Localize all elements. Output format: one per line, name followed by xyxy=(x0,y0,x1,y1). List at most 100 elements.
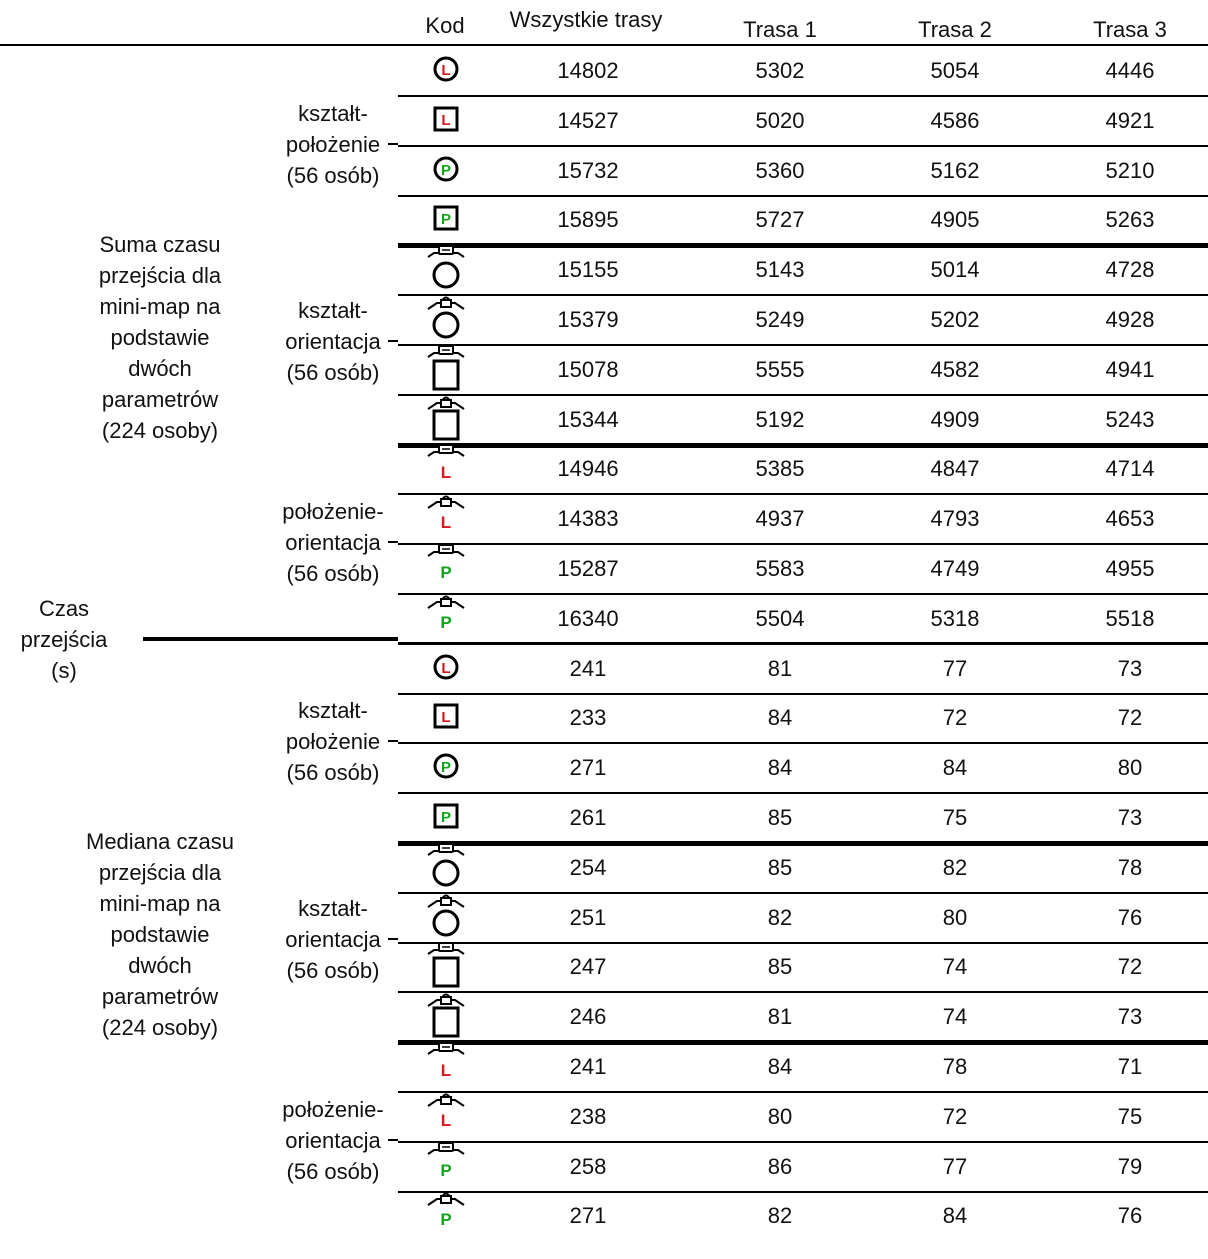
table-row: P 15895 5727 4905 5263 xyxy=(398,195,1208,248)
value-route-1: 5727 xyxy=(755,207,805,232)
code-icon: P xyxy=(418,1191,474,1241)
value-route-2: 84 xyxy=(942,755,968,780)
group-label: kształt-orientacja (56 osób) xyxy=(285,298,381,385)
header-kod: Kod xyxy=(425,13,465,38)
value-route-1: 5143 xyxy=(755,257,805,282)
table-row: L 14383 4937 4793 4653 xyxy=(398,494,1208,545)
value-all-routes: 247 xyxy=(569,954,607,979)
axis-divider xyxy=(143,637,398,641)
table-row: L 14946 5385 4847 4714 xyxy=(398,444,1208,495)
table-row: 15078 5555 4582 4941 xyxy=(398,345,1208,396)
section-label: Suma czasu przejścia dla mini-map na podsta… xyxy=(98,232,222,443)
row-divider xyxy=(398,642,1208,645)
group-divider xyxy=(388,143,398,145)
row-divider xyxy=(398,742,1208,744)
value-all-routes: 15895 xyxy=(557,207,619,232)
results-table: Kod Wszystkie trasy Trasa 1 Trasa 2 Tras… xyxy=(0,7,1208,1229)
value-route-1: 85 xyxy=(767,954,793,979)
code-icon xyxy=(418,245,474,295)
value-all-routes: 251 xyxy=(569,905,607,930)
code-icon: L xyxy=(418,693,474,743)
row-divider xyxy=(398,294,1208,296)
row-divider xyxy=(398,1191,1208,1193)
value-route-3: 5263 xyxy=(1105,207,1155,232)
value-route-1: 5020 xyxy=(755,108,805,133)
code-icon xyxy=(418,843,474,893)
row-divider xyxy=(398,892,1208,894)
row-divider xyxy=(398,792,1208,794)
value-route-1: 5249 xyxy=(755,307,805,332)
svg-text:P: P xyxy=(440,1161,451,1180)
value-route-3: 4714 xyxy=(1105,456,1155,481)
value-all-routes: 261 xyxy=(569,805,607,830)
row-divider xyxy=(398,443,1208,448)
value-all-routes: 238 xyxy=(569,1104,607,1129)
value-all-routes: 15078 xyxy=(557,357,619,382)
value-route-3: 73 xyxy=(1117,805,1143,830)
value-route-3: 5243 xyxy=(1105,407,1155,432)
value-route-2: 5014 xyxy=(930,257,980,282)
value-route-1: 81 xyxy=(767,656,793,681)
value-route-1: 85 xyxy=(767,805,793,830)
value-route-2: 4749 xyxy=(930,556,980,581)
group-divider xyxy=(388,938,398,940)
table-row: 247 85 74 72 xyxy=(398,942,1208,993)
value-route-3: 4446 xyxy=(1105,58,1155,83)
table-row: 15344 5192 4909 5243 xyxy=(398,395,1208,448)
code-icon: P xyxy=(418,793,474,843)
code-icon xyxy=(418,345,474,395)
table-row: P 261 85 75 73 xyxy=(398,793,1208,846)
table-row: L 241 84 78 71 xyxy=(398,1042,1208,1093)
value-route-2: 72 xyxy=(942,705,968,730)
code-icon: P xyxy=(418,146,474,196)
value-route-2: 4586 xyxy=(930,108,980,133)
value-route-2: 5202 xyxy=(930,307,980,332)
code-icon: P xyxy=(418,743,474,793)
value-route-3: 4728 xyxy=(1105,257,1155,282)
value-route-1: 5192 xyxy=(755,407,805,432)
code-icon: L xyxy=(418,644,474,694)
svg-text:P: P xyxy=(440,613,451,632)
group-label: kształt-położenie (56 osób) xyxy=(285,101,381,188)
svg-text:L: L xyxy=(441,660,450,677)
value-route-2: 78 xyxy=(942,1054,968,1079)
value-route-1: 81 xyxy=(767,1004,793,1029)
svg-text:L: L xyxy=(441,513,451,532)
value-route-2: 82 xyxy=(942,855,968,880)
value-route-3: 5210 xyxy=(1105,158,1155,183)
value-route-3: 78 xyxy=(1117,855,1143,880)
table-row: P 16340 5504 5318 5518 xyxy=(398,594,1208,645)
value-route-2: 4909 xyxy=(930,407,980,432)
row-divider xyxy=(398,693,1208,695)
code-icon: P xyxy=(418,195,474,245)
row-divider xyxy=(398,543,1208,545)
value-all-routes: 15732 xyxy=(557,158,619,183)
group-divider xyxy=(388,1139,398,1141)
value-all-routes: 254 xyxy=(569,855,607,880)
value-route-3: 4955 xyxy=(1105,556,1155,581)
value-route-3: 4928 xyxy=(1105,307,1155,332)
header-all-routes: Wszystkie trasy xyxy=(509,7,663,32)
header-route-3: Trasa 3 xyxy=(1093,17,1167,42)
code-icon: P xyxy=(418,594,474,644)
value-all-routes: 271 xyxy=(569,1203,607,1228)
table-row: P 258 86 77 79 xyxy=(398,1142,1208,1193)
table-row: 254 85 82 78 xyxy=(398,843,1208,894)
row-divider xyxy=(398,1040,1208,1045)
value-route-3: 79 xyxy=(1117,1154,1143,1179)
code-icon xyxy=(418,992,474,1042)
value-route-2: 4582 xyxy=(930,357,980,382)
value-all-routes: 14383 xyxy=(557,506,619,531)
value-all-routes: 16340 xyxy=(557,606,619,631)
row-divider xyxy=(398,95,1208,97)
value-route-1: 5555 xyxy=(755,357,805,382)
row-divider xyxy=(398,243,1208,248)
value-route-2: 84 xyxy=(942,1203,968,1228)
value-route-3: 80 xyxy=(1117,755,1143,780)
value-route-1: 5385 xyxy=(755,456,805,481)
svg-text:L: L xyxy=(441,1111,451,1130)
value-all-routes: 241 xyxy=(569,656,607,681)
value-route-2: 4905 xyxy=(930,207,980,232)
svg-text:L: L xyxy=(441,112,450,129)
value-route-3: 4921 xyxy=(1105,108,1155,133)
